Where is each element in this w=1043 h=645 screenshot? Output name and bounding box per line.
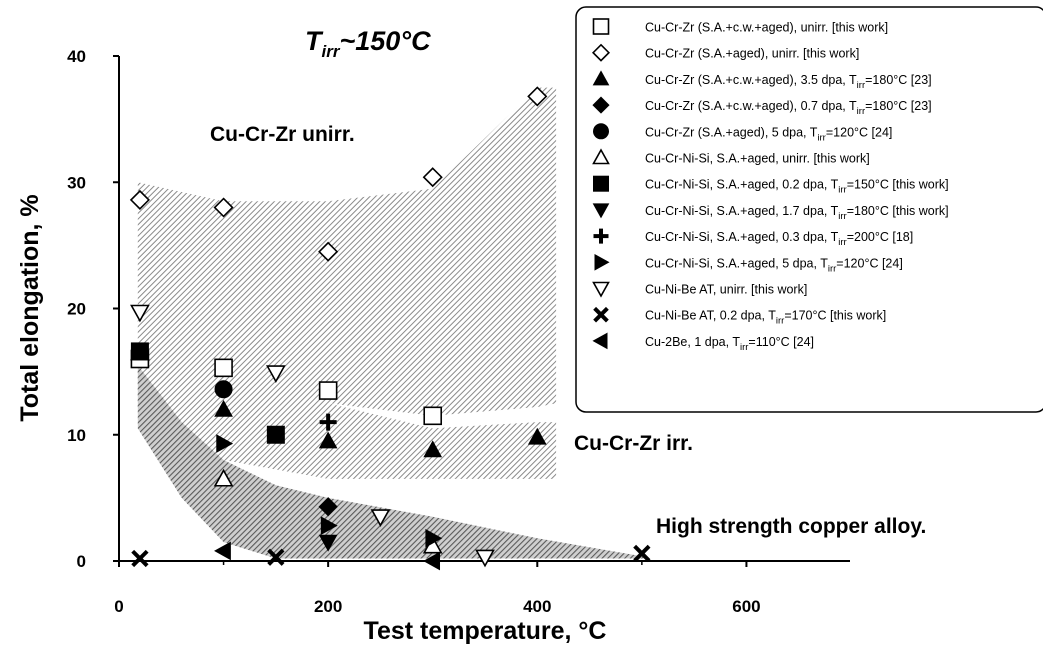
legend-label-4: Cu-Cr-Zr (S.A.+aged), 5 dpa, Tirr=120°C … bbox=[645, 125, 892, 143]
data-point-series-0 bbox=[214, 358, 233, 378]
data-point-series-9 bbox=[425, 528, 443, 548]
data-point-series-8 bbox=[319, 413, 337, 431]
data-point-series-2 bbox=[527, 427, 547, 445]
legend-marker-7 bbox=[592, 203, 610, 219]
data-point-series-2 bbox=[214, 399, 233, 417]
legend-marker-5 bbox=[592, 148, 610, 165]
annotation-high-strength: High strength copper alloy. bbox=[656, 515, 926, 538]
legend-marker-3 bbox=[592, 96, 610, 114]
bands-layer bbox=[137, 87, 648, 559]
legend: Cu-Cr-Zr (S.A.+c.w.+aged), unirr. [this … bbox=[575, 6, 1043, 413]
data-point-series-1 bbox=[318, 241, 339, 262]
legend-marker-8 bbox=[593, 228, 609, 244]
data-point-series-6 bbox=[130, 342, 149, 361]
legend-label-3: Cu-Cr-Zr (S.A.+c.w.+aged), 0.7 dpa, Tirr… bbox=[645, 99, 932, 117]
data-point-series-2 bbox=[318, 431, 338, 449]
legend-label-6: Cu-Cr-Ni-Si, S.A.+aged, 0.2 dpa, Tirr=15… bbox=[645, 178, 949, 196]
legend-marker-4 bbox=[593, 123, 609, 140]
y-tick-label: 10 bbox=[67, 426, 86, 445]
y-tick-label: 0 bbox=[77, 552, 86, 571]
chart-title-rest: ~150°C bbox=[339, 26, 431, 56]
legend-marker-9 bbox=[594, 253, 610, 271]
data-points bbox=[129, 86, 651, 571]
legend-label-11: Cu-Ni-Be AT, 0.2 dpa, Tirr=170°C [this w… bbox=[645, 309, 886, 327]
data-point-series-10 bbox=[475, 549, 495, 568]
data-point-series-7 bbox=[318, 534, 338, 552]
data-point-series-0 bbox=[318, 381, 338, 400]
data-point-series-11 bbox=[131, 549, 149, 568]
data-point-series-11 bbox=[633, 544, 651, 563]
legend-label-1: Cu-Cr-Zr (S.A.+aged), unirr. [this work] bbox=[645, 47, 859, 61]
data-point-series-1 bbox=[527, 86, 548, 107]
y-tick-label: 40 bbox=[67, 47, 86, 66]
data-point-series-9 bbox=[216, 434, 234, 453]
chart-title: Tirr~150°C bbox=[305, 26, 431, 61]
data-point-series-1 bbox=[129, 189, 150, 210]
legend-marker-6 bbox=[593, 175, 609, 192]
annotation-unirr: Cu-Cr-Zr unirr. bbox=[210, 123, 355, 146]
band-high-strength bbox=[137, 365, 648, 559]
data-point-series-1 bbox=[213, 197, 234, 218]
y-tick-label: 30 bbox=[67, 173, 86, 192]
y-axis-title: Total elongation, % bbox=[16, 194, 44, 421]
data-point-series-10 bbox=[130, 304, 150, 323]
data-point-series-0 bbox=[423, 406, 443, 426]
x-tick-label: 600 bbox=[732, 597, 760, 616]
legend-label-12: Cu-2Be, 1 dpa, Tirr=110°C [24] bbox=[645, 335, 814, 353]
band-cucrzr-unirr bbox=[137, 87, 557, 416]
legend-label-9: Cu-Cr-Ni-Si, S.A.+aged, 5 dpa, Tirr=120°… bbox=[645, 256, 903, 274]
x-tick-label: 200 bbox=[314, 597, 342, 616]
data-point-series-5 bbox=[213, 468, 234, 487]
data-point-series-12 bbox=[423, 551, 441, 571]
data-point-series-9 bbox=[320, 516, 338, 535]
legend-label-10: Cu-Ni-Be AT, unirr. [this work] bbox=[645, 283, 807, 297]
data-point-series-10 bbox=[370, 509, 391, 527]
legend-label-8: Cu-Cr-Ni-Si, S.A.+aged, 0.3 dpa, Tirr=20… bbox=[645, 230, 913, 248]
legend-label-0: Cu-Cr-Zr (S.A.+c.w.+aged), unirr. [this … bbox=[645, 21, 888, 35]
legend-label-7: Cu-Cr-Ni-Si, S.A.+aged, 1.7 dpa, Tirr=18… bbox=[645, 204, 949, 222]
data-point-series-10 bbox=[265, 365, 286, 384]
legend-box bbox=[575, 6, 1043, 413]
legend-marker-12 bbox=[592, 332, 608, 350]
legend-marker-2 bbox=[592, 70, 610, 86]
data-point-series-12 bbox=[214, 541, 231, 561]
legend-marker-1 bbox=[591, 43, 611, 62]
data-point-series-3 bbox=[318, 497, 338, 517]
data-point-series-11 bbox=[267, 548, 285, 566]
legend-label-2: Cu-Cr-Zr (S.A.+c.w.+aged), 3.5 dpa, Tirr… bbox=[645, 73, 932, 91]
legend-marker-0 bbox=[592, 18, 610, 35]
data-point-series-4 bbox=[214, 380, 233, 399]
band-cucrzr-irr bbox=[137, 346, 557, 479]
legend-label-5: Cu-Cr-Ni-Si, S.A.+aged, unirr. [this wor… bbox=[645, 152, 870, 166]
ticks: 0 200 400 600 0 10 20 30 40 bbox=[67, 47, 761, 616]
x-tick-label: 0 bbox=[114, 597, 123, 616]
y-tick-label: 20 bbox=[67, 300, 86, 319]
data-point-series-6 bbox=[266, 425, 285, 444]
legend-marker-11 bbox=[593, 306, 609, 323]
legend-items: Cu-Cr-Zr (S.A.+c.w.+aged), unirr. [this … bbox=[591, 18, 949, 353]
chart-title-main: T bbox=[305, 26, 324, 56]
chart-title-sub: irr bbox=[322, 42, 341, 61]
data-point-series-1 bbox=[422, 167, 443, 188]
legend-marker-10 bbox=[592, 281, 610, 298]
data-point-series-2 bbox=[423, 440, 443, 458]
x-axis-title: Test temperature, °C bbox=[364, 617, 607, 645]
annotation-irr: Cu-Cr-Zr irr. bbox=[574, 432, 693, 455]
x-tick-label: 400 bbox=[523, 597, 551, 616]
